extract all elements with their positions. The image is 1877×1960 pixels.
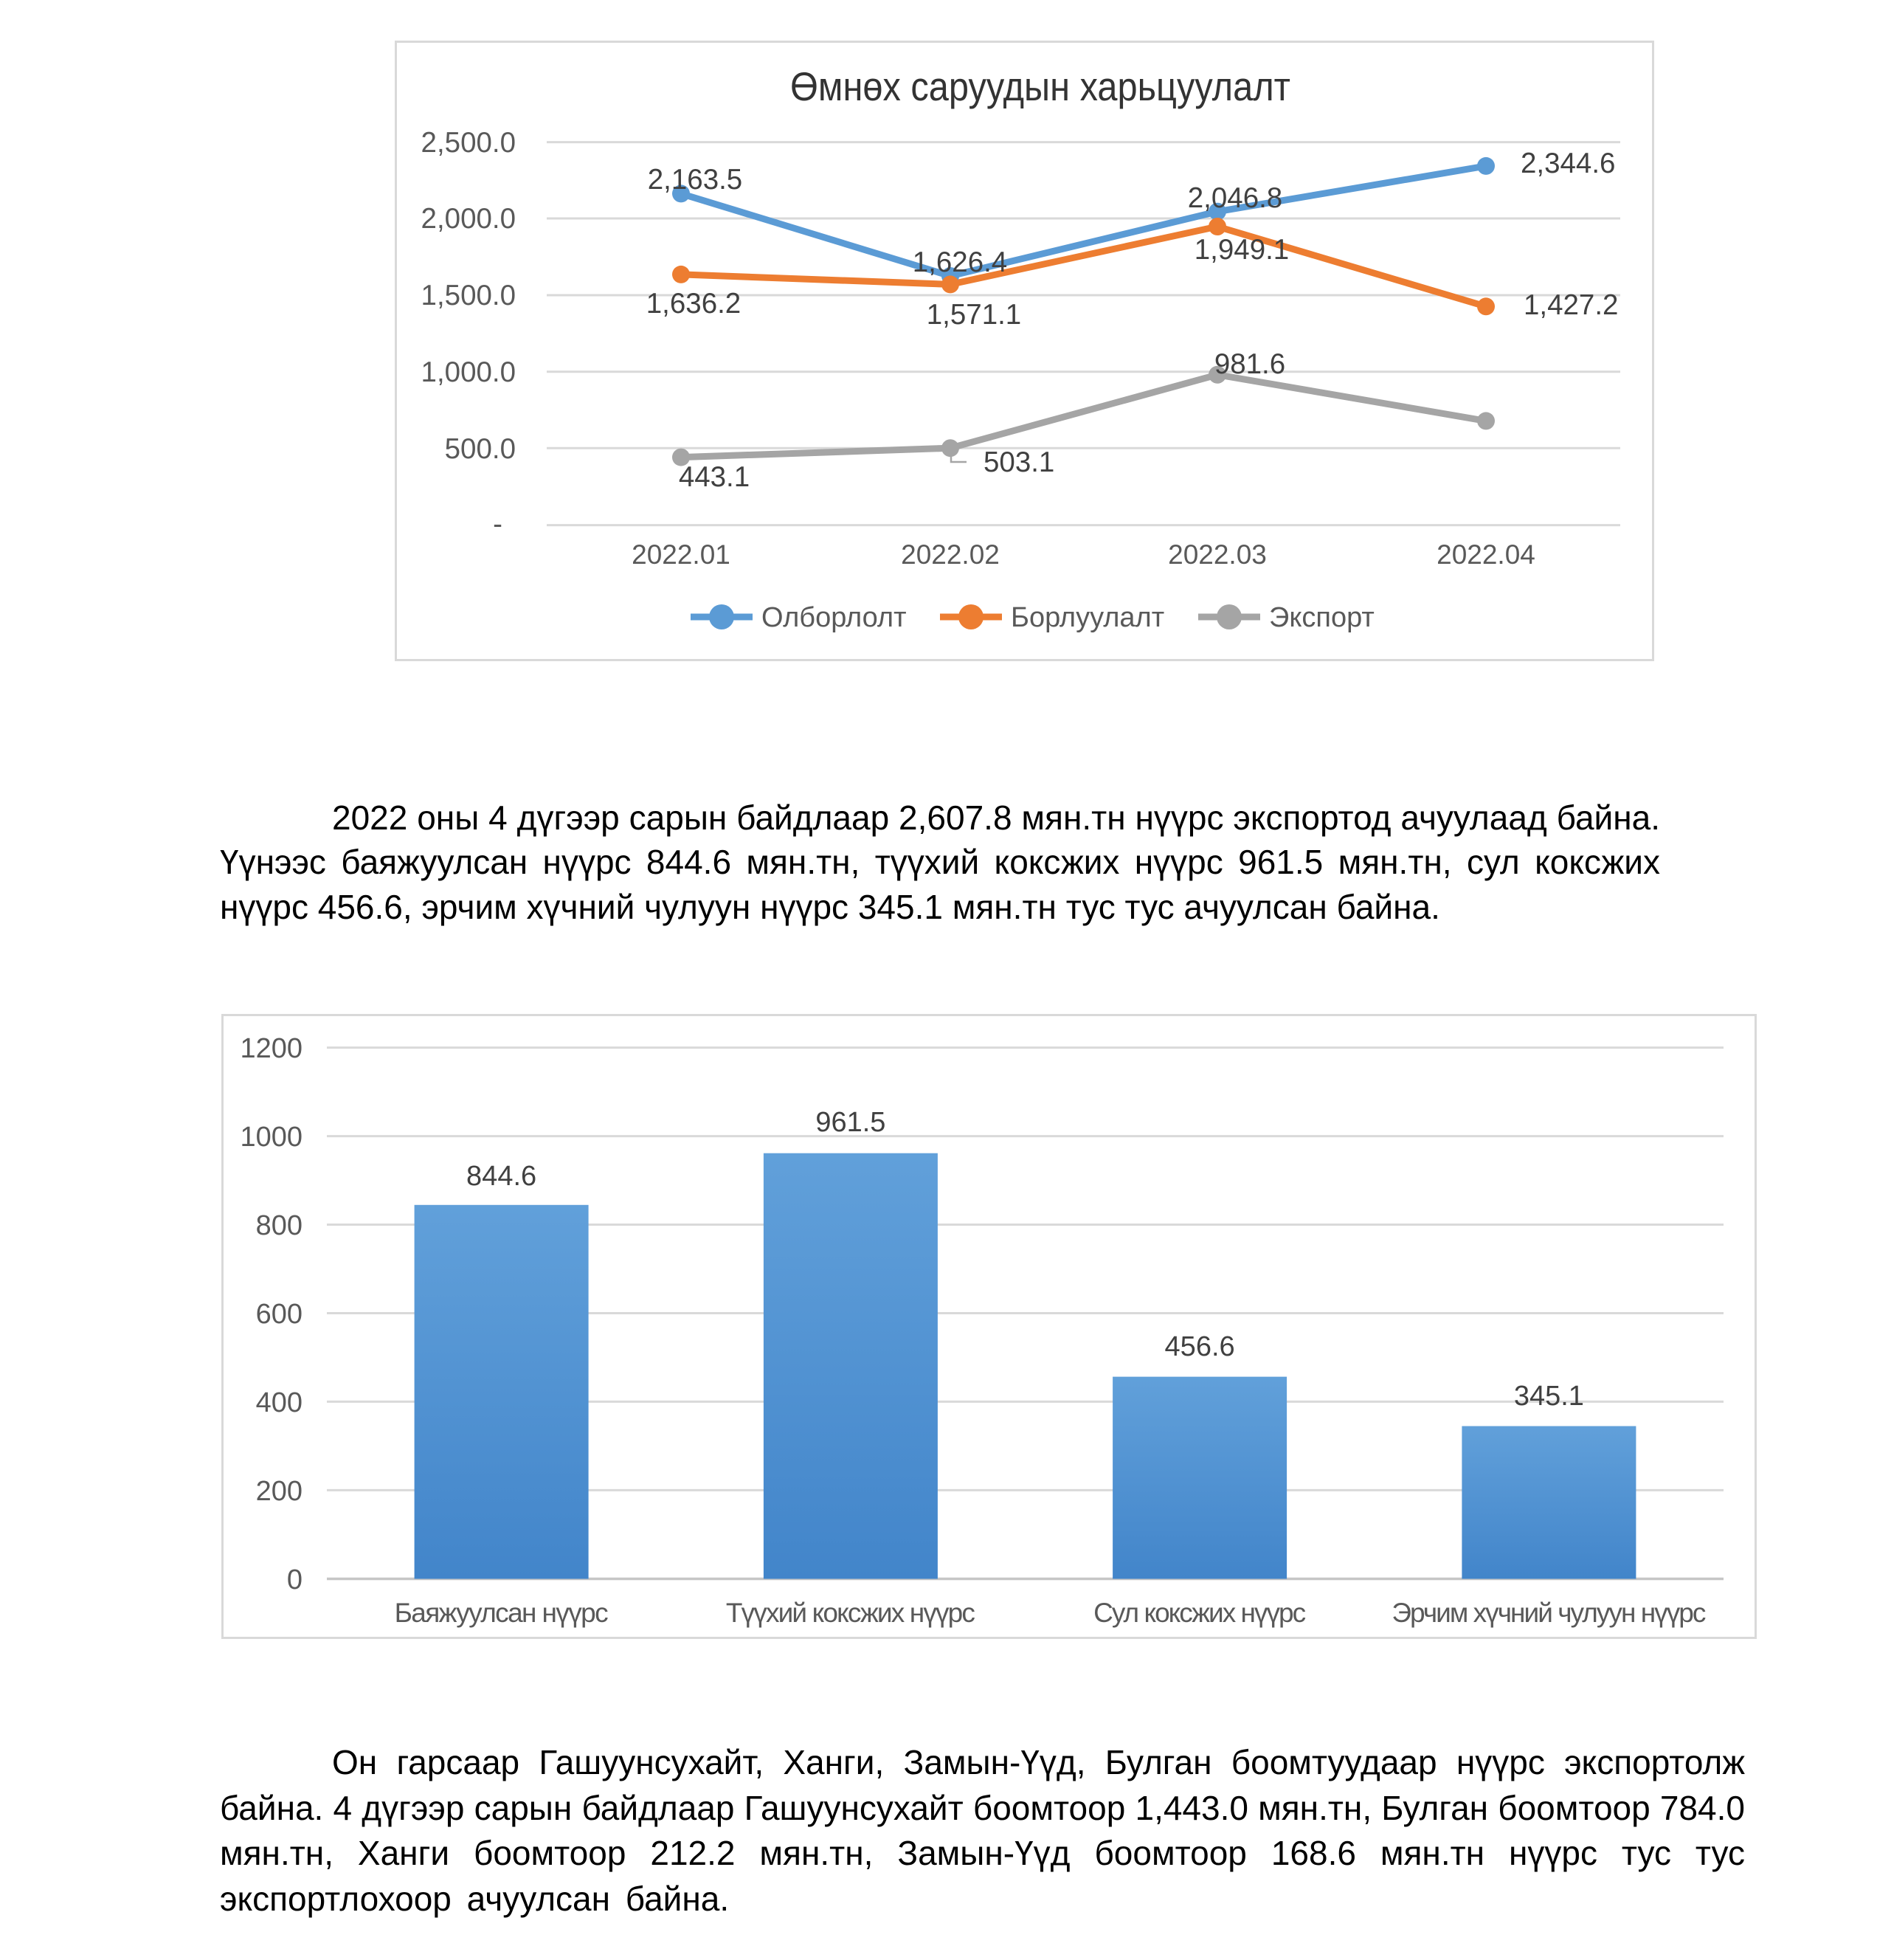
svg-text:1,000.0: 1,000.0 (421, 356, 516, 388)
svg-text:500.0: 500.0 (445, 433, 516, 465)
svg-text:456.6: 456.6 (1165, 1331, 1235, 1362)
svg-text:1,636.2: 1,636.2 (646, 288, 741, 320)
svg-text:2022.02: 2022.02 (901, 539, 1000, 570)
svg-text:2022.04: 2022.04 (1437, 539, 1535, 570)
svg-text:2022.01: 2022.01 (632, 539, 730, 570)
svg-text:800: 800 (256, 1210, 303, 1241)
svg-text:981.6: 981.6 (1214, 348, 1285, 380)
svg-text:443.1: 443.1 (679, 461, 750, 493)
svg-text:Олборлолт: Олборлолт (761, 602, 907, 633)
svg-text:961.5: 961.5 (815, 1107, 885, 1138)
svg-text:1,571.1: 1,571.1 (927, 299, 1021, 331)
svg-text:Борлуулалт: Борлуулалт (1011, 602, 1164, 633)
svg-text:2,500.0: 2,500.0 (421, 127, 516, 159)
svg-text:Өмнөх саруудын харьцуулалт: Өмнөх саруудын харьцуулалт (790, 63, 1290, 109)
svg-text:Экспорт: Экспорт (1269, 602, 1375, 633)
svg-text:1200: 1200 (240, 1033, 303, 1064)
svg-text:2,163.5: 2,163.5 (648, 164, 742, 196)
svg-text:503.1: 503.1 (984, 446, 1054, 478)
svg-text:Түүхий коксжих нүүрс: Түүхий коксжих нүүрс (726, 1598, 975, 1628)
svg-text:1,626.4: 1,626.4 (913, 246, 1007, 278)
svg-text:1000: 1000 (240, 1122, 303, 1153)
svg-text:400: 400 (256, 1387, 303, 1418)
svg-text:1,949.1: 1,949.1 (1195, 234, 1289, 266)
svg-text:2,000.0: 2,000.0 (421, 203, 516, 235)
svg-text:Баяжуулсан нүүрс: Баяжуулсан нүүрс (395, 1598, 609, 1628)
svg-text:-: - (493, 508, 502, 540)
svg-text:Эрчим хүчний чулуун нүүрс: Эрчим хүчний чулуун нүүрс (1392, 1598, 1706, 1628)
svg-text:Сул коксжих нүүрс: Сул коксжих нүүрс (1093, 1598, 1306, 1628)
svg-text:2,344.6: 2,344.6 (1521, 148, 1615, 179)
svg-text:200: 200 (256, 1476, 303, 1507)
svg-text:2,046.8: 2,046.8 (1188, 182, 1282, 214)
svg-text:2022.03: 2022.03 (1168, 539, 1267, 570)
svg-text:844.6: 844.6 (466, 1161, 536, 1192)
svg-text:1,427.2: 1,427.2 (1524, 289, 1618, 321)
svg-text:1,500.0: 1,500.0 (421, 280, 516, 311)
svg-text:345.1: 345.1 (1514, 1381, 1584, 1412)
svg-text:600: 600 (256, 1299, 303, 1330)
svg-text:0: 0 (287, 1564, 303, 1595)
